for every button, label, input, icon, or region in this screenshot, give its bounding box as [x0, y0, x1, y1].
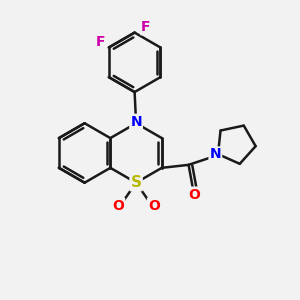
Text: O: O [148, 199, 160, 213]
Text: O: O [189, 188, 200, 202]
Text: N: N [209, 148, 221, 161]
Text: N: N [130, 115, 142, 129]
Text: S: S [130, 175, 142, 190]
Text: F: F [96, 35, 105, 49]
Text: O: O [112, 199, 124, 213]
Text: F: F [141, 20, 151, 34]
